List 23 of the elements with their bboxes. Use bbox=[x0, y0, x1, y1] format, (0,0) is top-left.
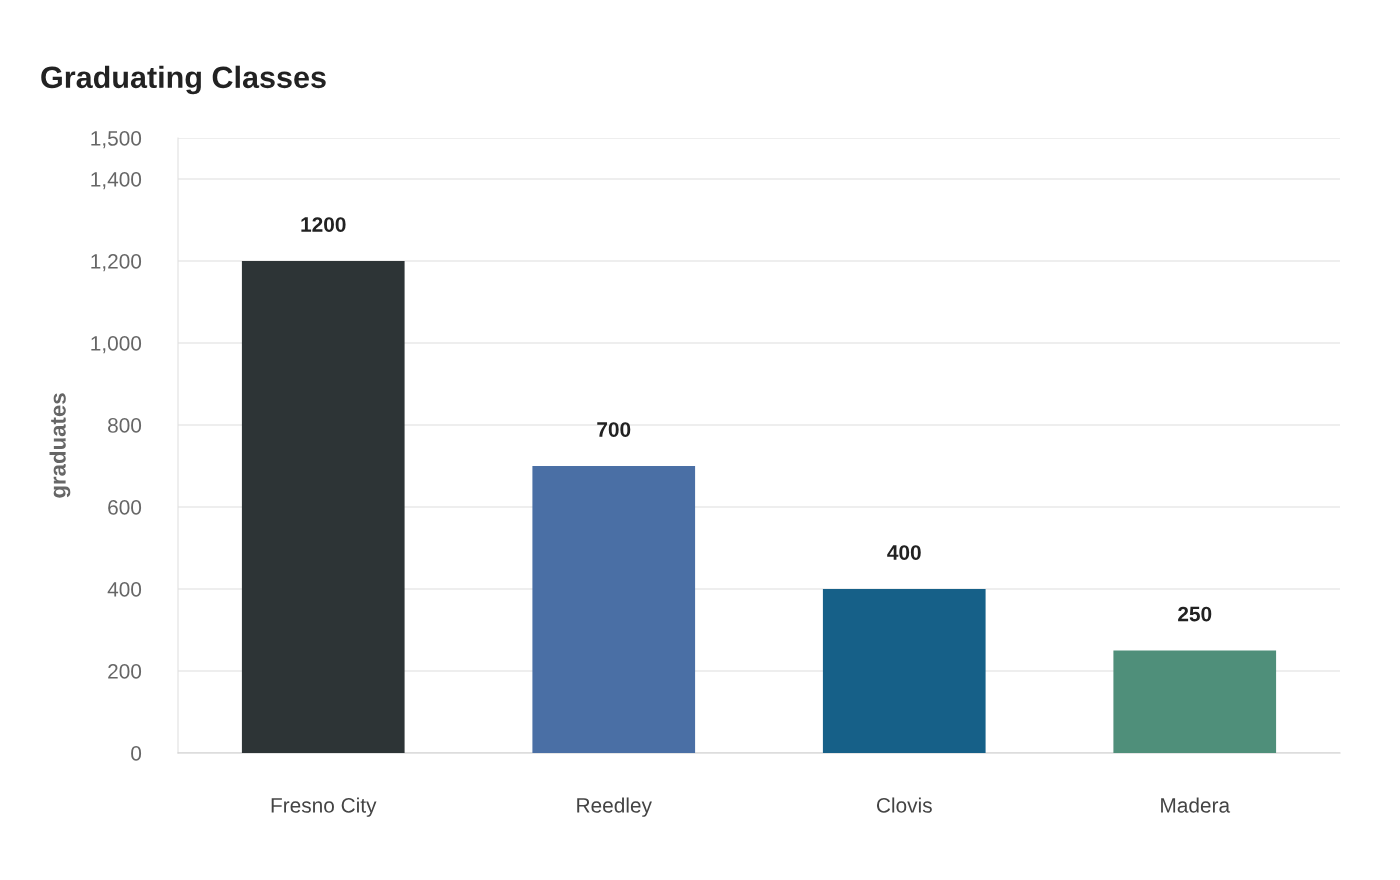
y-tick-label: 400 bbox=[107, 582, 142, 597]
bar bbox=[1113, 650, 1277, 753]
bar bbox=[822, 589, 986, 753]
chart-title: Graduating Classes bbox=[41, 65, 326, 95]
x-tick-label: Fresno City bbox=[271, 797, 377, 817]
x-tick-label: Reedley bbox=[577, 797, 652, 817]
y-tick-label: 1,500 bbox=[91, 131, 142, 149]
data-label: 250 bbox=[1178, 606, 1212, 622]
x-tick-label: Madera bbox=[1161, 797, 1231, 813]
y-tick-label: 0 bbox=[131, 746, 142, 761]
data-label: 700 bbox=[597, 422, 631, 437]
y-axis-title: graduates bbox=[49, 393, 71, 498]
y-tick-label: 200 bbox=[108, 664, 142, 679]
bar bbox=[532, 466, 696, 753]
y-tick-label: 1,000 bbox=[91, 336, 142, 354]
y-tick-label: 800 bbox=[108, 418, 142, 433]
data-label: 400 bbox=[887, 545, 921, 560]
y-tick-label: 1,400 bbox=[91, 172, 142, 190]
y-tick-label: 600 bbox=[108, 500, 142, 515]
data-label: 1200 bbox=[301, 217, 346, 232]
bar bbox=[241, 261, 405, 753]
x-tick-label: Clovis bbox=[876, 797, 932, 813]
y-tick-label: 1,200 bbox=[91, 254, 142, 272]
